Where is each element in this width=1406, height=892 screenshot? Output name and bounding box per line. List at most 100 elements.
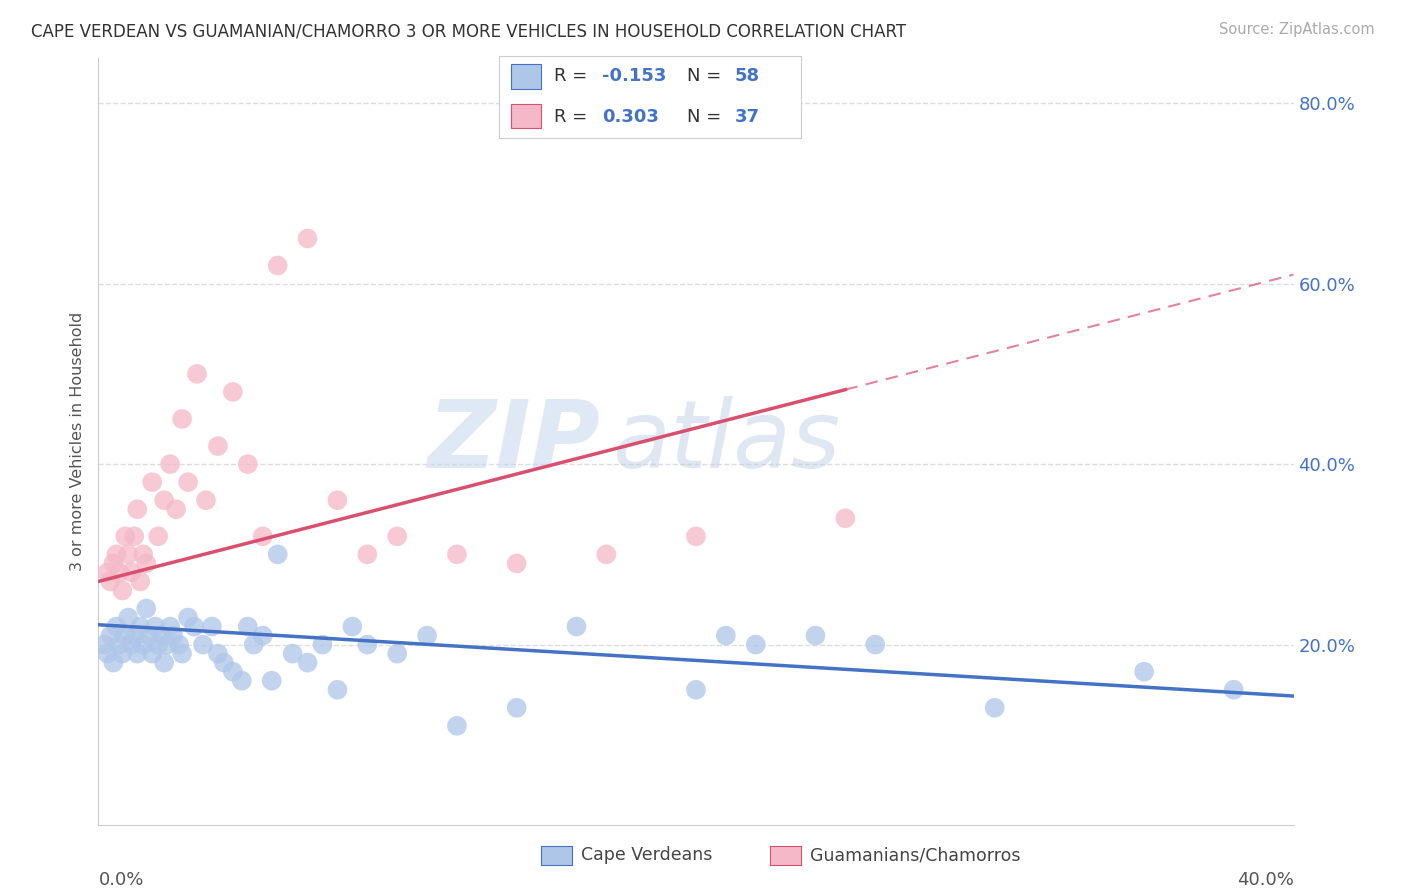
Point [105,619,128,633]
Point [231,673,253,688]
Text: Cape Verdeans: Cape Verdeans [581,847,711,864]
Point [236,619,259,633]
Point [96,647,118,661]
Point [132,547,155,561]
Text: R =: R = [554,108,592,126]
Text: CAPE VERDEAN VS GUAMANIAN/CHAMORRO 3 OR MORE VEHICLES IN HOUSEHOLD CORRELATION C: CAPE VERDEAN VS GUAMANIAN/CHAMORRO 3 OR … [31,22,905,40]
Point [865,638,887,652]
Point [207,439,229,453]
Point [177,610,200,624]
Point [201,619,224,633]
Point [159,619,181,633]
Point [745,638,768,652]
Text: Guamanians/Chamorros: Guamanians/Chamorros [810,847,1021,864]
Text: 0.303: 0.303 [602,108,659,126]
Point [132,638,155,652]
Point [117,547,139,561]
Point [685,682,707,697]
Text: atlas: atlas [613,396,841,487]
Point [108,566,131,580]
Point [114,629,136,643]
Point [385,529,409,543]
FancyBboxPatch shape [512,64,541,89]
Point [172,412,194,426]
Point [252,629,274,643]
Point [267,547,290,561]
Point [260,673,283,688]
Text: R =: R = [554,67,592,86]
Point [565,619,588,633]
Text: 58: 58 [735,67,761,86]
Point [129,574,152,589]
Point [141,647,163,661]
Point [714,629,737,643]
Point [252,529,274,543]
Point [124,629,146,643]
Point [124,529,146,543]
Point [236,457,259,471]
Point [297,656,319,670]
Point [108,638,131,652]
Point [326,493,349,508]
Point [446,719,468,733]
Point [506,557,529,571]
Text: Source: ZipAtlas.com: Source: ZipAtlas.com [1219,22,1375,37]
Point [148,638,170,652]
Y-axis label: 3 or more Vehicles in Household: 3 or more Vehicles in Household [69,312,84,571]
Point [222,665,245,679]
Point [111,647,134,661]
Point [127,647,149,661]
Point [111,583,134,598]
Point [195,493,218,508]
Point [156,638,179,652]
Point [143,619,166,633]
Point [103,557,125,571]
Text: 40.0%: 40.0% [1237,871,1294,889]
Point [243,638,266,652]
Point [162,629,184,643]
Point [356,547,378,561]
Point [281,647,304,661]
Text: N =: N = [686,108,727,126]
Point [120,638,142,652]
Point [167,638,190,652]
Point [93,638,115,652]
Point [135,557,157,571]
Point [98,629,122,643]
Point [385,647,409,661]
Point [165,502,187,516]
Text: 37: 37 [735,108,759,126]
Point [207,647,229,661]
Point [356,638,378,652]
Point [311,638,333,652]
Text: 0.0%: 0.0% [98,871,143,889]
Point [148,529,170,543]
Point [177,475,200,490]
Point [186,367,208,381]
Point [183,619,205,633]
Point [267,259,290,273]
Point [135,601,157,615]
Point [416,629,439,643]
Point [98,574,122,589]
Point [114,529,136,543]
Point [117,610,139,624]
Point [159,457,181,471]
Point [446,547,468,561]
Point [595,547,617,561]
Point [297,231,319,245]
Point [120,566,142,580]
Point [96,566,118,580]
Point [153,493,176,508]
Point [834,511,856,525]
Point [138,629,160,643]
Point [342,619,364,633]
Point [1223,682,1246,697]
Point [326,682,349,697]
Text: ZIP: ZIP [427,395,600,488]
Point [127,502,149,516]
Point [506,700,529,714]
Point [191,638,214,652]
Text: N =: N = [686,67,727,86]
Point [141,475,163,490]
